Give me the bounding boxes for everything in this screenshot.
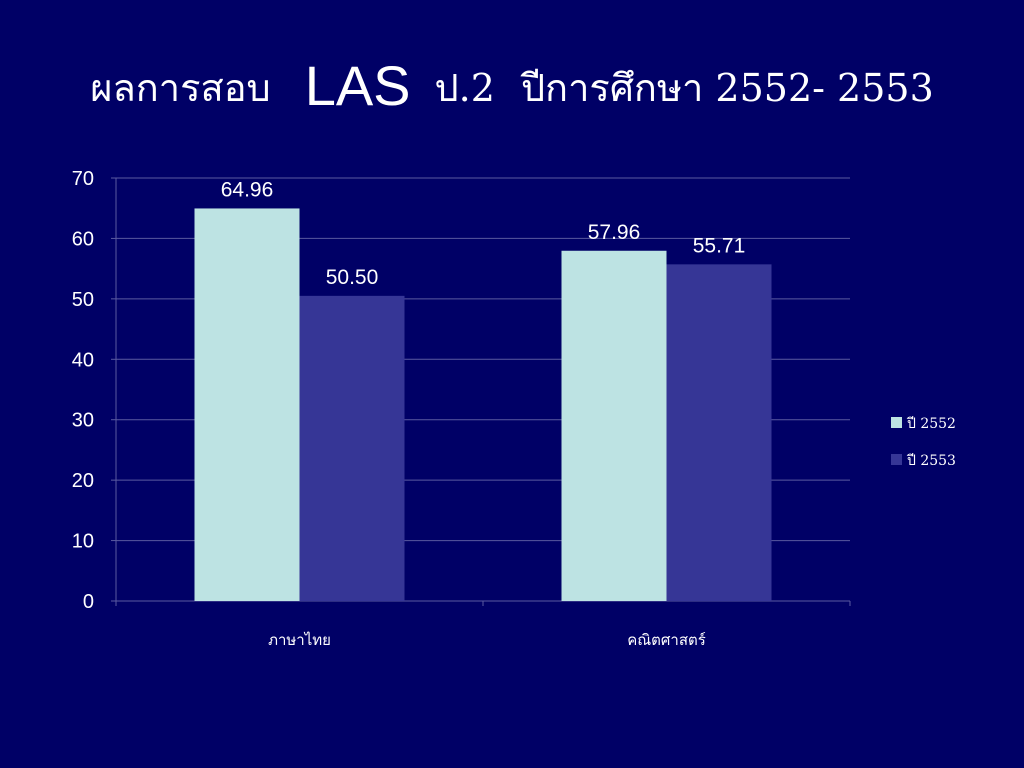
bar-2553-1 bbox=[666, 264, 772, 601]
title-part-3: ป.2 bbox=[434, 66, 495, 110]
y-tick-label: 20 bbox=[72, 470, 94, 492]
title-part-4: ปีการศึกษา 2552- 2553 bbox=[520, 66, 934, 110]
bars bbox=[194, 208, 772, 602]
legend-swatch bbox=[891, 454, 902, 465]
bar-2553-0 bbox=[299, 295, 405, 601]
title-part-2: LAS bbox=[304, 54, 411, 117]
bar-2552-0 bbox=[194, 208, 300, 601]
data-labels: 64.96 50.50 57.96 55.71 bbox=[221, 178, 746, 288]
data-label: 64.96 bbox=[221, 178, 274, 201]
data-label: 57.96 bbox=[588, 221, 641, 244]
y-tick-label: 50 bbox=[72, 289, 94, 311]
y-tick-label: 40 bbox=[72, 349, 94, 371]
y-tick-label: 30 bbox=[72, 410, 94, 432]
legend-label: ปี 2552 bbox=[907, 416, 956, 432]
title-part-1: ผลการสอบ bbox=[90, 66, 271, 110]
y-tick-label: 0 bbox=[83, 591, 94, 613]
bar-2552-1 bbox=[561, 250, 667, 602]
x-category-label: ภาษาไทย bbox=[268, 631, 331, 649]
y-tick-label: 60 bbox=[72, 228, 94, 250]
data-label: 55.71 bbox=[693, 234, 746, 257]
x-category-label: คณิตศาสตร์ bbox=[627, 631, 706, 649]
slide-title: ผลการสอบ LAS ป.2 ปีการศึกษา 2552- 2553 bbox=[0, 56, 1024, 118]
legend-label: ปี 2553 bbox=[907, 453, 956, 469]
data-label: 50.50 bbox=[326, 266, 379, 289]
y-tick-label: 10 bbox=[72, 531, 94, 553]
y-tick-label: 70 bbox=[72, 168, 94, 190]
legend-swatch bbox=[891, 417, 902, 428]
legend: ปี 2552 ปี 2553 bbox=[891, 416, 956, 469]
